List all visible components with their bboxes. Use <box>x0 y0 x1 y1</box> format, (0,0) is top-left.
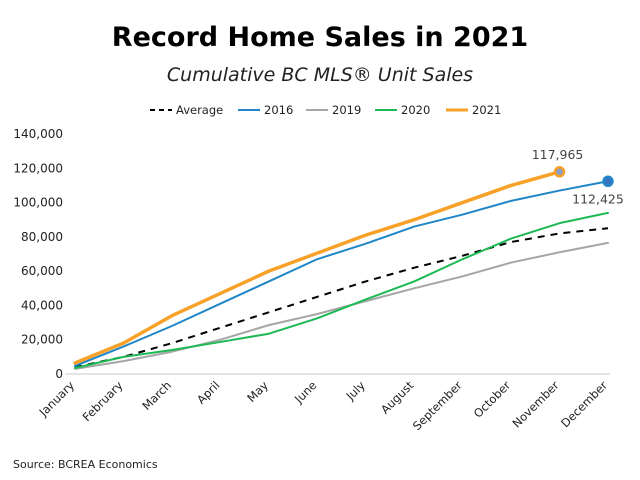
y-tick-label: 100,000 <box>13 196 63 210</box>
y-tick-label: 80,000 <box>21 230 63 244</box>
x-tick-label: February <box>80 378 126 424</box>
series-line-2020 <box>74 211 609 369</box>
y-tick-label: 0 <box>55 367 63 381</box>
y-tick-label: 140,000 <box>13 127 63 141</box>
x-tick-label: May <box>244 378 271 405</box>
x-tick-label: October <box>471 378 514 421</box>
x-tick-label: November <box>509 378 561 430</box>
x-tick-label: December <box>558 378 610 430</box>
series-line-2016 <box>74 180 609 367</box>
y-tick-label: 120,000 <box>13 161 63 175</box>
chart-title: Record Home Sales in 2021 <box>111 22 529 53</box>
y-tick-label: 20,000 <box>21 333 63 347</box>
series-line-2019 <box>74 241 609 370</box>
y-tick-label: 40,000 <box>21 298 63 312</box>
source-note: Source: BCREA Economics <box>13 458 158 471</box>
data-point-marker <box>553 166 566 178</box>
legend-label-2019: 2019 <box>332 103 361 117</box>
legend-label-2016: 2016 <box>264 103 293 117</box>
data-label: 117,965 <box>532 147 584 162</box>
data-label: 112,425 <box>572 191 624 206</box>
x-tick-label: April <box>194 378 222 406</box>
series-line-average <box>74 227 609 369</box>
x-tick-label: September <box>410 378 465 433</box>
legend-label-2021: 2021 <box>472 103 501 117</box>
legend-label-2020: 2020 <box>401 103 430 117</box>
chart-subtitle: Cumulative BC MLS® Unit Sales <box>166 64 474 86</box>
data-point-marker <box>602 175 614 188</box>
x-tick-label: January <box>36 378 78 420</box>
x-tick-label: August <box>378 378 417 417</box>
legend-label-average: Average <box>176 103 223 117</box>
x-tick-label: March <box>139 378 174 413</box>
y-tick-label: 60,000 <box>21 264 63 278</box>
x-tick-label: July <box>343 378 368 403</box>
series-line-2021 <box>73 170 562 365</box>
x-tick-label: June <box>291 378 319 406</box>
